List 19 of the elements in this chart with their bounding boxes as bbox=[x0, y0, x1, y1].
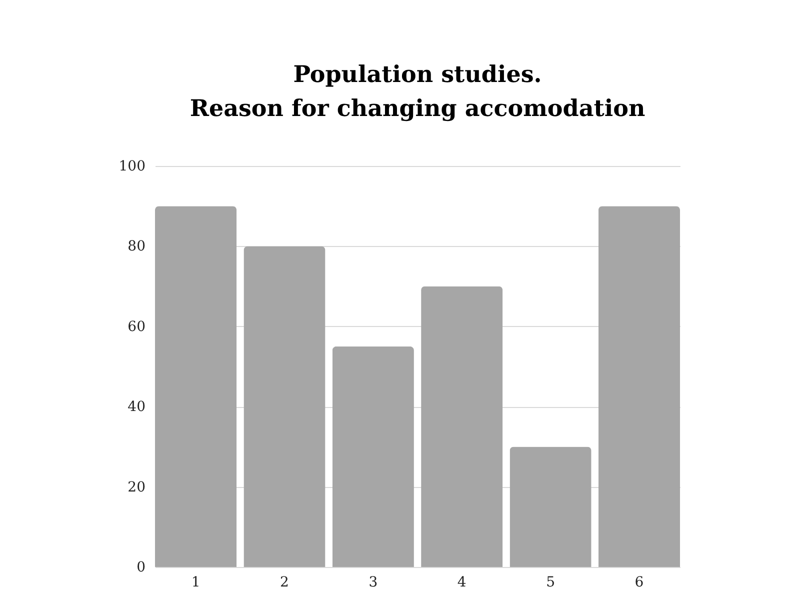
x-tick-label: 1 bbox=[191, 574, 200, 590]
bar bbox=[332, 346, 414, 567]
y-tick-label: 60 bbox=[128, 318, 146, 335]
y-tick-label: 80 bbox=[128, 238, 146, 255]
x-tick-label: 5 bbox=[546, 574, 555, 590]
bar bbox=[155, 206, 237, 567]
y-tick-label: 0 bbox=[136, 560, 146, 576]
bar bbox=[510, 446, 592, 567]
x-tick-label: 2 bbox=[280, 574, 289, 590]
bar bbox=[421, 286, 503, 567]
x-tick-label: 4 bbox=[457, 574, 466, 590]
y-tick-label: 20 bbox=[128, 479, 146, 496]
bar bbox=[244, 246, 326, 567]
x-tick-label: 3 bbox=[368, 574, 378, 590]
x-tick-label: 6 bbox=[634, 574, 644, 590]
y-tick-label: 40 bbox=[128, 399, 146, 416]
chart-title: Population studies. Reason for changing accomodation bbox=[190, 61, 646, 122]
bar bbox=[598, 206, 680, 567]
y-tick-label: 100 bbox=[118, 158, 146, 174]
